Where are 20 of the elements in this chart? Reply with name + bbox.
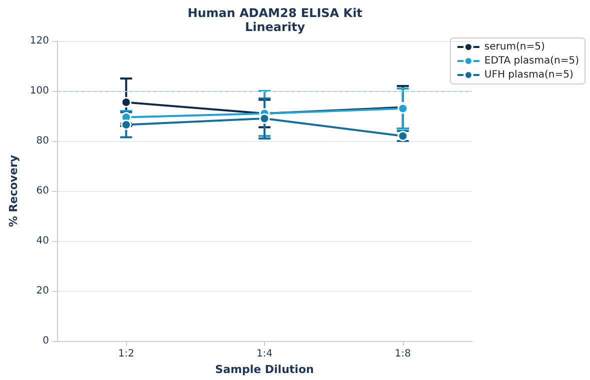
legend-label: EDTA plasma(n=5) <box>484 56 580 66</box>
y-tick-label: 100 <box>30 86 49 96</box>
y-axis-title: % Recovery <box>7 154 20 228</box>
point <box>120 97 132 108</box>
y-tick-label: 80 <box>36 136 49 146</box>
point <box>259 113 270 124</box>
y-tick-label: 120 <box>30 36 49 46</box>
y-tick-label: 20 <box>36 286 49 296</box>
legend-label: serum(n=5) <box>484 42 545 52</box>
point <box>120 120 132 130</box>
x-tick-label: 1:8 <box>394 348 411 360</box>
chart-subtitle: Linearity <box>244 20 306 34</box>
x-tick-label: 1:2 <box>118 348 134 360</box>
y-tick-label: 40 <box>36 236 49 246</box>
y-tick-label: 0 <box>42 336 49 346</box>
x-tick-label: 1:4 <box>256 348 273 360</box>
y-tick-label: 60 <box>36 186 49 196</box>
chart-title: Human ADAM28 ELISA Kit <box>188 6 363 20</box>
legend-label: UFH plasma(n=5) <box>484 70 574 80</box>
x-axis-title: Sample Dilution <box>215 362 314 376</box>
